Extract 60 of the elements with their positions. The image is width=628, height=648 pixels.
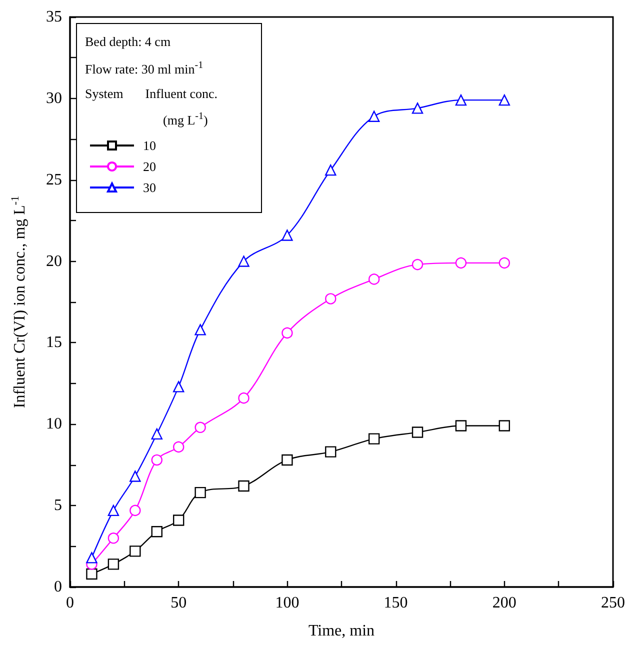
point	[130, 504, 141, 516]
legend-label: 10	[143, 138, 156, 153]
point	[412, 258, 424, 270]
point	[86, 568, 98, 580]
point	[412, 102, 424, 114]
point	[173, 381, 184, 392]
point	[238, 392, 250, 404]
x-tick-label: 250	[601, 594, 625, 612]
point	[151, 454, 162, 466]
x-tick-label: 50	[170, 594, 187, 612]
y-tick-label: 0	[54, 578, 62, 596]
point	[498, 94, 510, 106]
point	[238, 480, 250, 492]
x-tick-label: 100	[275, 594, 300, 612]
point	[173, 441, 184, 453]
x-tick-label: 150	[384, 594, 408, 612]
point	[368, 433, 380, 444]
annotation: Flow rate: 30 ml min$^{-1}$	[85, 59, 204, 78]
y-axis-title: Influent Cr(VI) ion conc., mg L-1	[10, 196, 28, 408]
text: System Influent conc. (mg L$^{-1}$)	[85, 86, 218, 128]
y-tick-label: 5	[54, 497, 62, 514]
point	[455, 420, 467, 432]
y-tick-label: 10	[46, 416, 62, 433]
point	[368, 274, 380, 285]
point	[130, 546, 141, 557]
point	[368, 110, 380, 122]
point	[108, 532, 120, 544]
point	[282, 327, 293, 339]
point	[455, 257, 467, 269]
y-tick-label: 30	[46, 90, 62, 107]
point	[173, 514, 184, 526]
point	[412, 426, 424, 438]
point	[130, 470, 141, 482]
point	[325, 164, 336, 176]
point	[86, 552, 98, 564]
point	[238, 256, 250, 267]
point	[498, 420, 510, 432]
point	[151, 526, 162, 538]
y-tick-label: 20	[46, 252, 62, 270]
annotation: Bed depth: 4 cm	[85, 33, 172, 51]
point	[282, 230, 293, 241]
point	[108, 504, 120, 516]
y-tick-label: 35	[46, 8, 62, 26]
x-axis-title: Time, min	[308, 622, 375, 640]
point	[151, 428, 162, 440]
legend-label: 20	[143, 159, 156, 174]
point	[282, 454, 293, 466]
point	[194, 324, 206, 336]
legend-label: 30	[143, 180, 156, 195]
x-tick-label: 200	[492, 594, 516, 612]
y-tick-label: 15	[46, 334, 62, 352]
point	[194, 422, 206, 433]
y-tick-label: 25	[46, 171, 62, 188]
point	[194, 486, 206, 498]
point	[325, 446, 336, 458]
x-tick-label: 0	[66, 594, 74, 612]
point	[325, 293, 336, 304]
point	[108, 558, 120, 570]
point	[455, 94, 467, 106]
point	[498, 257, 510, 269]
